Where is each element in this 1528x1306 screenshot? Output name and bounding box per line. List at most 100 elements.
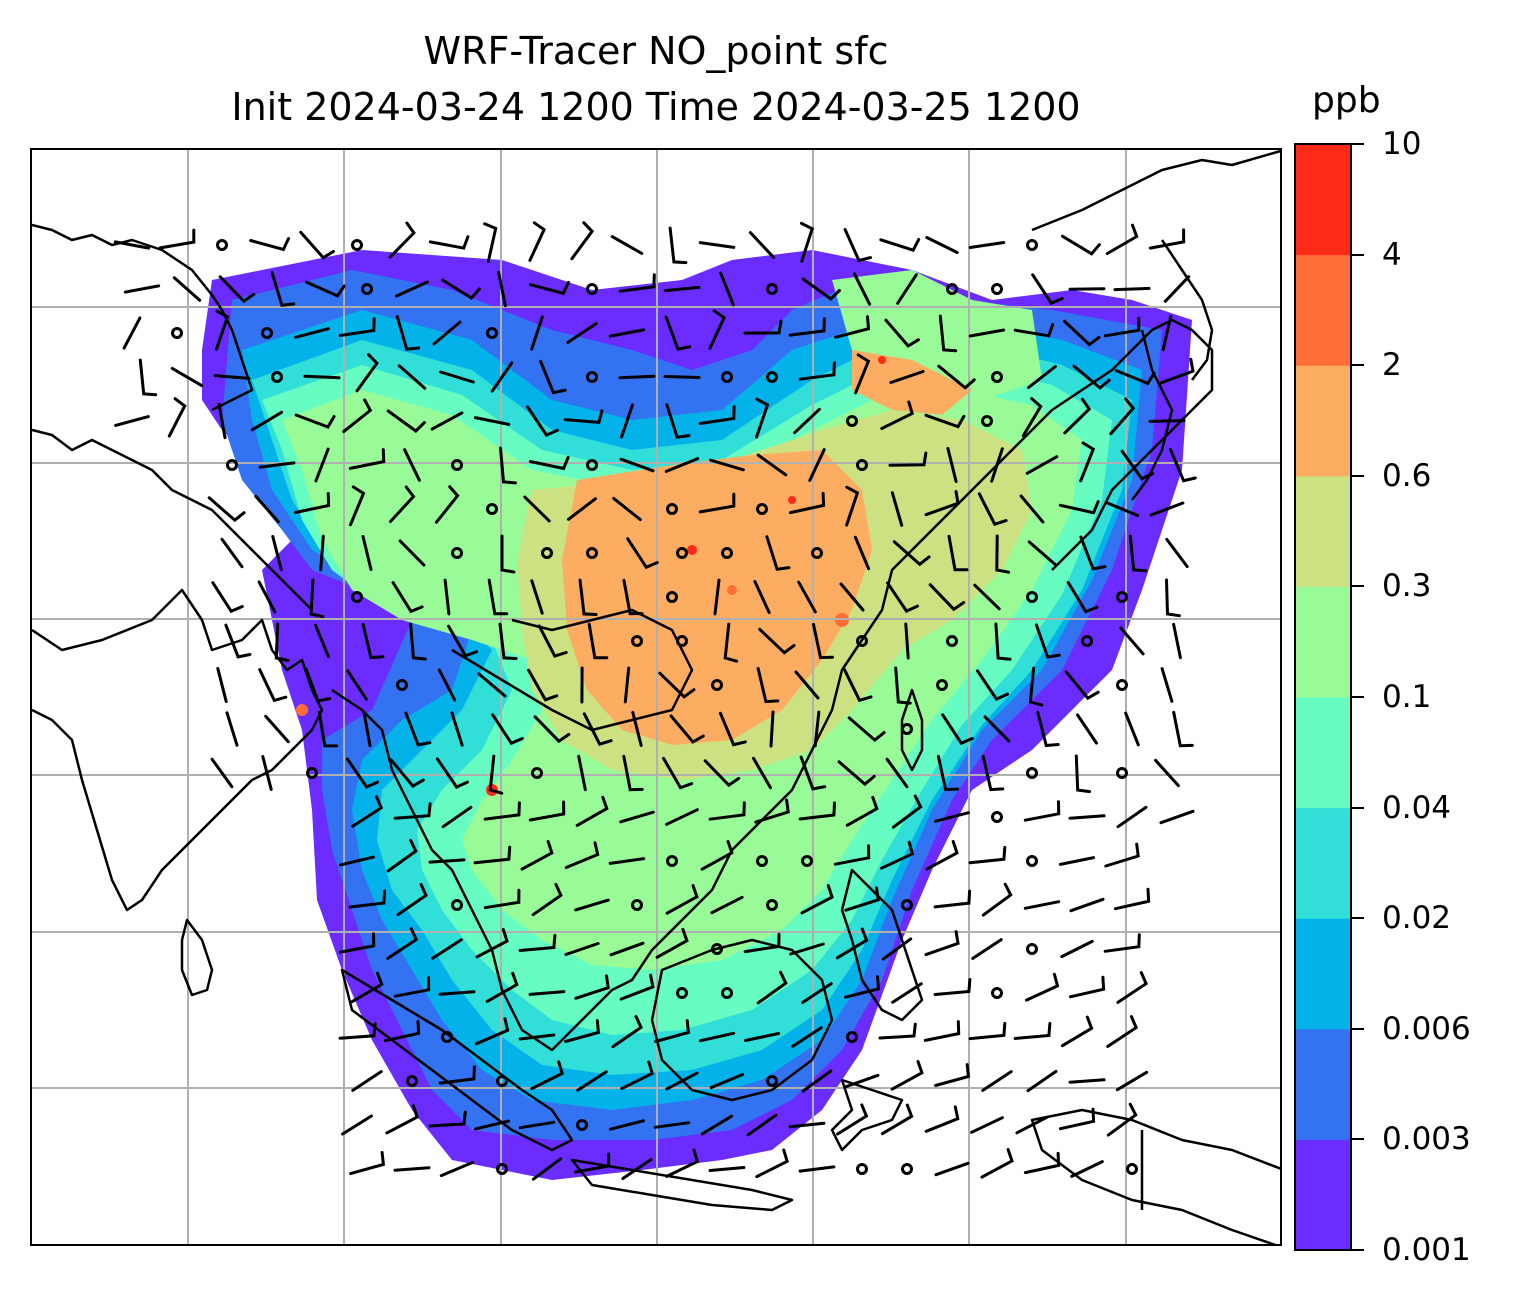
wind-barb [1116, 805, 1148, 829]
wind-barb [1149, 501, 1185, 517]
wind-barb [981, 754, 1005, 792]
conc-hotspot [727, 585, 737, 595]
calm-wind-marker [451, 547, 463, 559]
wind-barb [658, 671, 696, 699]
wind-barb [386, 927, 419, 960]
wind-barb [995, 534, 1011, 574]
wind-barb [437, 668, 457, 702]
wind-barb [587, 622, 609, 660]
colorbar-tick-mark [1352, 364, 1364, 367]
wind-barb [904, 622, 910, 660]
wind-barb [847, 716, 886, 743]
colorbar-tick-mark [1352, 696, 1364, 698]
wind-barb [1023, 900, 1061, 910]
wind-barb [798, 361, 836, 381]
wind-barb [397, 364, 427, 390]
calm-wind-marker [766, 1075, 778, 1087]
wind-barb [801, 1069, 833, 1093]
colorbar-segment [1295, 365, 1351, 477]
calm-wind-marker [216, 239, 228, 251]
calm-wind-marker [721, 987, 733, 999]
wind-barb [976, 669, 1009, 701]
calm-wind-marker [396, 679, 408, 691]
colorbar-tick-label: 0.001 [1382, 1232, 1471, 1268]
wind-barb [349, 485, 366, 527]
wind-barb [487, 578, 509, 616]
wind-barb [973, 583, 1001, 611]
wind-barb [946, 447, 958, 483]
wind-barb [570, 221, 595, 261]
wind-barb [789, 942, 825, 956]
wind-barb [654, 1019, 691, 1043]
wind-barb [573, 1152, 611, 1174]
wind-barb [698, 1031, 736, 1043]
wind-barb [518, 1120, 556, 1130]
wind-barb [611, 1015, 643, 1049]
wind-barb [341, 1114, 373, 1136]
calm-wind-marker [1116, 767, 1128, 779]
wind-barb [393, 976, 431, 998]
wind-barb [533, 715, 571, 744]
wind-barb [769, 710, 775, 748]
colorbar-segment [1295, 807, 1351, 919]
wind-barb [665, 808, 699, 826]
calm-wind-marker [901, 1163, 913, 1175]
wind-barb [1079, 535, 1107, 571]
wind-barb [270, 271, 296, 307]
wind-barb [924, 930, 960, 957]
coastlines [32, 150, 1280, 1244]
calm-wind-marker [676, 987, 688, 999]
conc-region-north-plume [832, 270, 1042, 400]
wind-barb [210, 757, 234, 789]
calm-wind-marker [991, 811, 1003, 823]
calm-wind-marker [531, 767, 543, 779]
wind-barb [758, 627, 796, 655]
colorbar-tick-mark [1352, 1138, 1364, 1141]
wind-barb [713, 578, 721, 616]
wind-barb [983, 715, 1011, 743]
conc-hotspot [878, 356, 886, 364]
wind-barb [1028, 666, 1044, 707]
calm-wind-marker [486, 327, 498, 339]
calm-wind-marker [721, 547, 733, 559]
wind-barb [793, 407, 821, 435]
wind-barb [404, 711, 432, 747]
wind-barb [981, 882, 1013, 917]
wind-barb [743, 1032, 781, 1042]
wind-barb [1060, 1015, 1094, 1048]
wind-barb [531, 1157, 563, 1181]
wind-barb [1074, 754, 1092, 794]
wind-barb [577, 754, 587, 792]
wind-barb [474, 1017, 510, 1046]
wind-barb [880, 840, 915, 870]
wind-barb [528, 800, 566, 822]
wind-barb [528, 990, 566, 996]
wind-barb [618, 273, 656, 293]
colorbar-tick-label: 0.1 [1382, 679, 1432, 715]
wind-barb [1023, 800, 1061, 822]
wind-barb [812, 622, 834, 660]
calm-wind-marker [541, 547, 553, 559]
concentration-field [202, 250, 1192, 1180]
wind-barb [994, 622, 1012, 661]
wind-barb [1165, 537, 1189, 569]
wind-barb [1058, 500, 1100, 515]
wind-barb [477, 672, 507, 698]
wind-barb [934, 1161, 970, 1177]
wind-barb [924, 490, 960, 517]
wind-barb [1068, 1078, 1106, 1084]
wind-barb [719, 271, 735, 307]
wind-barb [1116, 971, 1148, 1004]
wind-barb [889, 370, 925, 384]
wind-barb [474, 1119, 510, 1131]
wind-barb [1113, 286, 1151, 292]
wind-barb [1172, 710, 1194, 748]
coastline-sulawesi [830, 1078, 904, 1152]
wind-barb [395, 280, 429, 298]
colorbar-tick-label: 0.04 [1382, 789, 1452, 826]
wind-barb [970, 1116, 1004, 1134]
wind-barb [338, 932, 376, 954]
wind-barb [938, 314, 958, 353]
wind-barb [1031, 273, 1064, 306]
wind-barb [663, 285, 701, 293]
